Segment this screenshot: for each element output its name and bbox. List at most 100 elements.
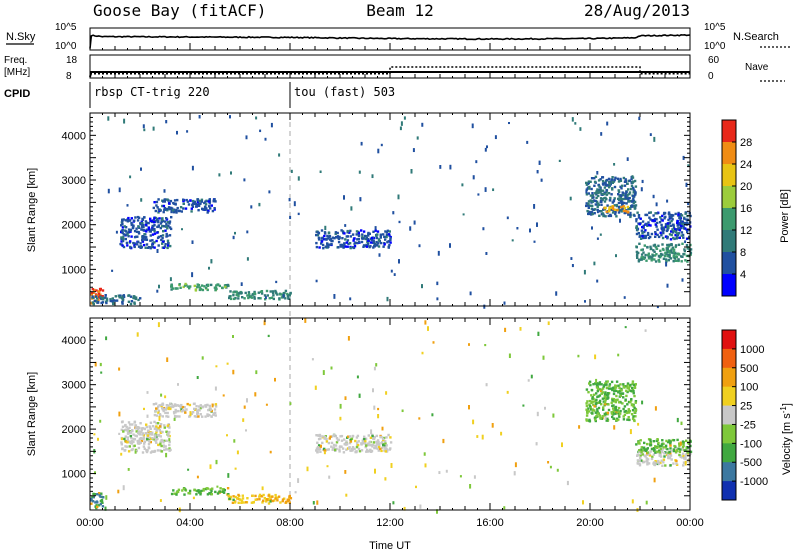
velocity-cell bbox=[214, 405, 218, 408]
power-cell bbox=[675, 259, 678, 262]
power-cell bbox=[604, 215, 607, 218]
power-cell bbox=[129, 175, 132, 179]
power-cell bbox=[591, 208, 595, 211]
velocity-cell bbox=[187, 468, 190, 471]
power-cell bbox=[644, 229, 647, 232]
y-tick-label: 2000 bbox=[62, 220, 86, 232]
power-cell bbox=[140, 220, 143, 223]
velocity-cell bbox=[145, 423, 148, 426]
power-cell bbox=[158, 284, 160, 289]
power-cell bbox=[674, 251, 677, 255]
velocity-cell bbox=[384, 450, 387, 453]
velocity-cell bbox=[503, 506, 506, 510]
power-cell bbox=[679, 220, 683, 223]
power-cell bbox=[533, 204, 536, 209]
power-cell bbox=[633, 189, 636, 192]
velocity-cell bbox=[163, 408, 166, 411]
power-cell bbox=[229, 290, 232, 293]
velocity-cell bbox=[613, 387, 616, 390]
power-cell bbox=[104, 296, 107, 299]
power-cell bbox=[397, 194, 400, 200]
power-cell bbox=[90, 293, 93, 296]
velocity-cell bbox=[603, 383, 606, 387]
velocity-cell bbox=[274, 493, 277, 497]
power-cell bbox=[158, 217, 161, 220]
velocity-cell bbox=[595, 392, 598, 395]
velocity-cell bbox=[254, 498, 257, 501]
power-cell bbox=[170, 285, 174, 288]
power-cell bbox=[597, 191, 600, 195]
power-cell bbox=[653, 136, 656, 142]
power-cell bbox=[160, 225, 164, 228]
power-cell bbox=[122, 245, 126, 249]
velocity-cell bbox=[381, 426, 384, 431]
velocity-cell bbox=[614, 405, 618, 409]
power-cell bbox=[323, 231, 327, 234]
power-cell bbox=[647, 223, 651, 227]
velocity-cell bbox=[680, 421, 683, 426]
velocity-cell bbox=[659, 455, 663, 458]
nave-series-line bbox=[90, 66, 690, 75]
power-cell bbox=[320, 237, 324, 240]
power-cell bbox=[677, 227, 680, 230]
power-cell bbox=[681, 242, 684, 245]
power-cell bbox=[130, 222, 133, 225]
power-cell bbox=[617, 190, 621, 193]
velocity-cell bbox=[418, 417, 421, 420]
power-cell bbox=[327, 231, 331, 235]
power-cell bbox=[651, 219, 654, 222]
velocity-cell bbox=[159, 435, 162, 438]
velocity-colorbar-label: Velocity [m s-1] bbox=[779, 403, 793, 475]
power-cell bbox=[186, 285, 190, 288]
power-cell bbox=[91, 288, 94, 291]
power-cell bbox=[661, 214, 664, 218]
power-cell bbox=[201, 288, 205, 292]
velocity-cell bbox=[687, 448, 690, 452]
power-cell bbox=[162, 210, 165, 214]
velocity-cell bbox=[355, 436, 359, 439]
power-cell bbox=[640, 253, 644, 256]
power-cell bbox=[669, 249, 673, 252]
power-cell bbox=[181, 228, 183, 231]
velocity-cell bbox=[552, 413, 555, 418]
power-cell bbox=[571, 264, 574, 268]
velocity-cell bbox=[596, 412, 600, 415]
velocity-cell bbox=[356, 434, 360, 438]
velocity-cell bbox=[126, 429, 129, 432]
power-cell bbox=[668, 217, 672, 220]
velocity-cell bbox=[618, 415, 621, 418]
velocity-cell bbox=[621, 392, 624, 395]
power-cell bbox=[365, 245, 368, 248]
velocity-cell bbox=[157, 433, 161, 437]
power-cell bbox=[133, 219, 136, 222]
power-cell bbox=[672, 254, 675, 257]
power-cell bbox=[288, 294, 291, 297]
velocity-cell bbox=[198, 490, 201, 493]
velocity-cell bbox=[261, 486, 264, 491]
power-cell bbox=[319, 170, 322, 174]
power-cell bbox=[177, 209, 180, 213]
velocity-cell bbox=[591, 396, 594, 399]
power-cell bbox=[167, 224, 170, 228]
power-cell bbox=[587, 192, 590, 195]
velocity-cell bbox=[125, 425, 128, 429]
power-cell bbox=[649, 224, 652, 227]
velocity-cell bbox=[636, 453, 640, 456]
power-cell bbox=[599, 178, 602, 181]
velocity-cell bbox=[124, 428, 128, 431]
velocity-cell bbox=[617, 414, 621, 417]
velocity-cell bbox=[681, 448, 684, 451]
power-cell bbox=[155, 239, 158, 243]
power-cell bbox=[621, 184, 624, 187]
power-cell bbox=[236, 292, 239, 296]
velocity-cell bbox=[600, 388, 604, 391]
power-cell bbox=[645, 213, 649, 217]
power-cell bbox=[91, 301, 95, 304]
power-cell bbox=[180, 210, 183, 213]
power-cell bbox=[315, 241, 318, 245]
velocity-cell bbox=[271, 495, 274, 498]
power-cell bbox=[195, 205, 198, 208]
power-cell bbox=[101, 295, 104, 298]
velocity-cell bbox=[195, 493, 198, 496]
velocity-cell bbox=[131, 429, 134, 432]
